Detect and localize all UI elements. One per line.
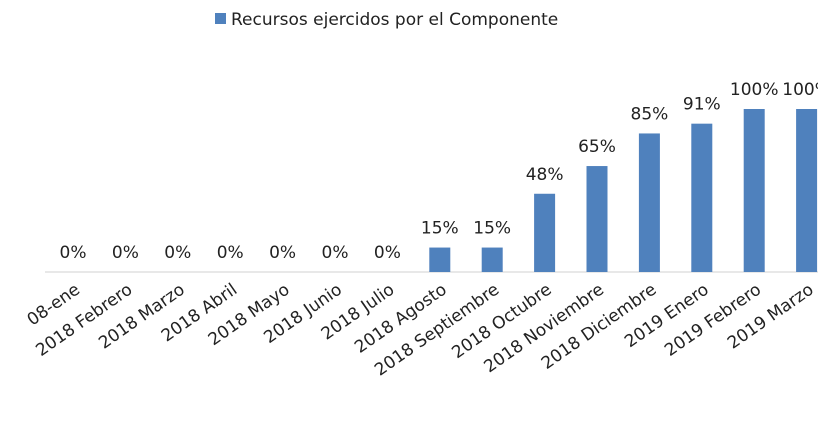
bar bbox=[586, 166, 608, 272]
data-label: 85% bbox=[631, 104, 669, 124]
bar bbox=[481, 247, 503, 272]
data-label: 0% bbox=[112, 243, 139, 263]
legend-swatch bbox=[215, 13, 226, 24]
bar bbox=[429, 247, 451, 272]
data-label: 0% bbox=[60, 243, 87, 263]
data-label: 0% bbox=[164, 243, 191, 263]
data-label: 0% bbox=[374, 243, 401, 263]
data-label: 0% bbox=[217, 243, 244, 263]
bar bbox=[743, 109, 765, 272]
bar bbox=[796, 109, 818, 272]
data-label: 0% bbox=[269, 243, 296, 263]
bar bbox=[638, 133, 660, 272]
data-label: 100% bbox=[730, 80, 779, 100]
data-label: 65% bbox=[578, 137, 616, 157]
data-label: 100% bbox=[782, 80, 818, 100]
data-label: 15% bbox=[421, 219, 459, 239]
legend-label: Recursos ejercidos por el Componente bbox=[231, 10, 558, 30]
data-label: 0% bbox=[322, 243, 349, 263]
data-label: 48% bbox=[526, 165, 564, 185]
data-label: 15% bbox=[473, 219, 511, 239]
bar bbox=[534, 193, 556, 272]
bar bbox=[691, 123, 713, 272]
data-label: 91% bbox=[683, 95, 721, 115]
